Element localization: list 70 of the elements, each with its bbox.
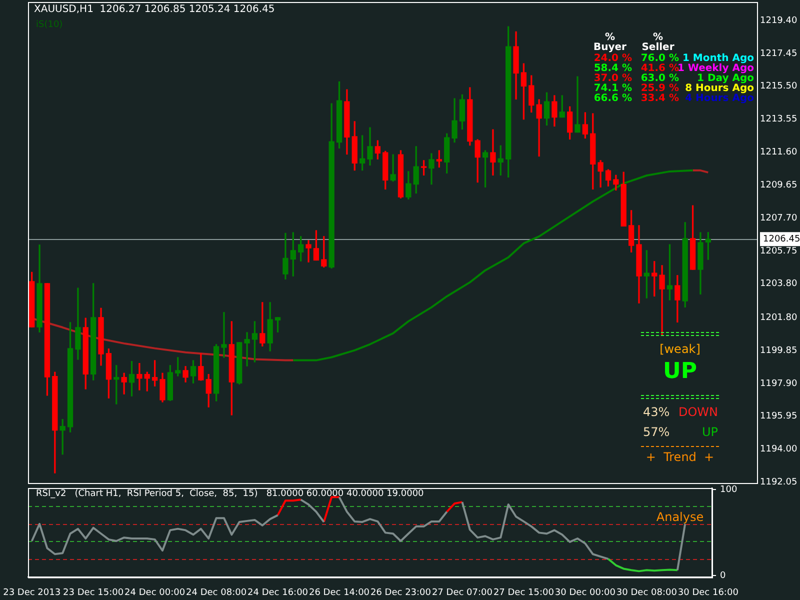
x-tick-label: 27 Dec 07:00 xyxy=(432,588,493,598)
y-tick-label: 1199.85 xyxy=(760,346,798,356)
annotation: 8 Hours Ago xyxy=(685,83,754,94)
annotation: UP xyxy=(702,425,718,439)
annotation: XAUUSD,H1 1206.27 1206.85 1205.24 1206.45 xyxy=(34,4,275,16)
annotation: + Trend + xyxy=(646,450,714,464)
candlestick xyxy=(121,372,127,394)
y-tick-label: 1213.55 xyxy=(760,114,798,125)
y-tick-label: 100 xyxy=(720,485,738,496)
y-tick-label: 1192.05 xyxy=(760,478,798,488)
y-tick-label: 1201.80 xyxy=(760,312,798,323)
x-tick-label: 27 Dec 15:00 xyxy=(493,588,554,598)
annotation: 1 Day Ago xyxy=(697,73,754,84)
annotation: 58.4 % xyxy=(594,63,632,74)
y-tick-label: 1197.90 xyxy=(760,378,798,389)
x-tick-label: 30 Dec 00:00 xyxy=(554,588,616,598)
annotation: 63.0 % xyxy=(640,73,679,84)
candlestick xyxy=(536,99,542,157)
annotation: 37.0 % xyxy=(594,73,632,84)
y-tick-label: 1219.40 xyxy=(760,16,798,26)
candlestick xyxy=(244,332,250,366)
x-tick-label: 26 Dec 14:00 xyxy=(308,588,370,598)
annotation: % xyxy=(652,32,664,43)
annotation: Buyer xyxy=(594,42,626,54)
x-tick-label: 24 Dec 00:00 xyxy=(124,588,186,598)
y-tick-label: 1195.95 xyxy=(760,412,798,422)
x-tick-label: 30 Dec 08:00 xyxy=(616,588,678,598)
annotation: 66.6 % xyxy=(594,93,632,105)
x-tick-label: 26 Dec 23:00 xyxy=(370,588,432,598)
y-tick-label: 1211.60 xyxy=(760,148,798,158)
y-tick-label: 1203.80 xyxy=(760,279,798,290)
annotation: 4 Hours Ago xyxy=(685,93,754,105)
candlestick xyxy=(136,363,142,390)
x-tick-label: 24 Dec 16:00 xyxy=(248,588,308,598)
annotation: 41.6 % xyxy=(640,63,679,74)
annotation: 1 Weekly Ago xyxy=(677,63,754,74)
annotation: Analyse xyxy=(656,510,704,524)
annotation: Seller xyxy=(642,42,674,54)
annotation: 74.1 % xyxy=(594,83,632,94)
annotation: 25.9 % xyxy=(640,83,679,94)
annotation: iS(10) xyxy=(36,20,63,31)
chart-title: RSI_v2 (Chart H1, RSI Period 5, Close, 85, 15) 81.0000 60.0000 40.0000 19.0000 xyxy=(36,489,424,500)
x-tick-label: 23 Dec 2013 xyxy=(3,588,61,598)
candlestick xyxy=(221,312,227,358)
x-tick-label: 23 Dec 15:00 xyxy=(63,588,124,598)
ref-line-label: 1206.45 xyxy=(763,234,800,244)
annotation: 76.0 % xyxy=(640,53,679,64)
candlestick xyxy=(306,240,312,262)
y-tick-label: 1194.00 xyxy=(760,444,798,455)
x-tick-label: 24 Dec 08:00 xyxy=(186,588,247,598)
annotation: 57% xyxy=(643,425,670,439)
candlestick xyxy=(659,265,665,336)
y-tick-label: 1205.75 xyxy=(760,246,798,256)
annotation: 43% xyxy=(643,405,670,419)
annotation: % xyxy=(604,32,616,43)
y-tick-label: 1207.70 xyxy=(760,213,798,224)
x-tick-label: 30 Dec 16:00 xyxy=(678,588,739,598)
annotation: 1 Month Ago xyxy=(682,53,754,64)
annotation: UP xyxy=(663,359,697,384)
annotation: DOWN xyxy=(678,405,718,419)
y-tick-label: 0 xyxy=(720,570,726,581)
candlestick xyxy=(490,129,496,176)
y-tick-label: 1209.65 xyxy=(760,180,798,190)
y-tick-label: 1215.50 xyxy=(760,82,798,92)
annotation: [weak] xyxy=(660,342,700,356)
y-tick-label: 1217.45 xyxy=(760,48,798,59)
candlestick xyxy=(574,76,580,133)
annotation: 24.0 % xyxy=(594,53,632,64)
annotation: 33.4 % xyxy=(640,93,679,105)
candlestick xyxy=(390,154,396,182)
